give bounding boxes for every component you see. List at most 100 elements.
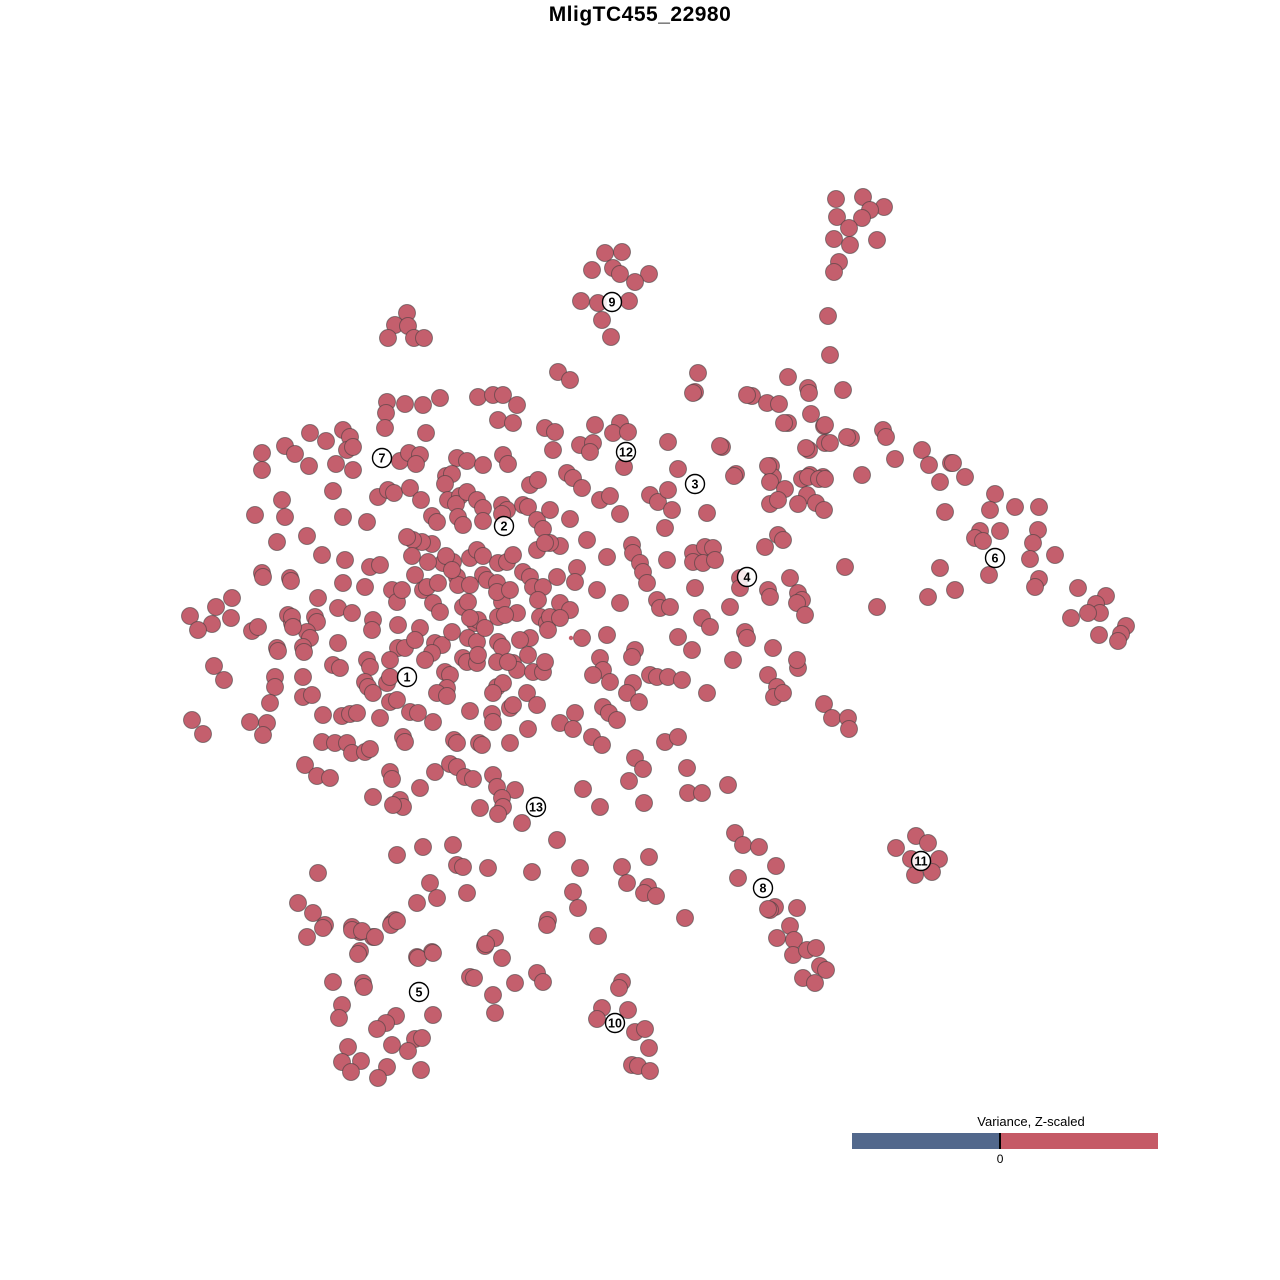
data-point [1062,609,1080,627]
cluster-label-text: 6 [992,552,999,566]
data-point [329,634,347,652]
data-point [956,468,974,486]
data-point [416,651,434,669]
data-point [222,609,240,627]
data-point [388,912,406,930]
data-point [406,631,424,649]
data-point-small [568,635,574,641]
data-point [501,734,519,752]
data-point [807,939,825,957]
data-point [980,566,998,584]
data-point [546,423,564,441]
data-point [768,929,786,947]
data-point [363,621,381,639]
data-point [336,551,354,569]
data-point [759,666,777,684]
data-point [817,961,835,979]
cluster-label-circle [601,291,623,313]
data-point [246,506,264,524]
data-point [504,696,522,714]
data-point [1069,579,1087,597]
data-point [421,874,439,892]
data-point [529,591,547,609]
data-point [779,368,797,386]
data-point [569,899,587,917]
data-point [756,538,774,556]
data-point [324,973,342,991]
data-point [183,711,201,729]
data-point [377,404,395,422]
data-point [913,441,931,459]
cluster-label-text: 9 [609,296,616,310]
data-point [630,693,648,711]
data-point [573,479,591,497]
cluster-label-text: 8 [760,882,767,896]
data-point [788,651,806,669]
data-point [459,593,477,611]
data-point [499,653,517,671]
data-point [286,445,304,463]
data-point [254,568,272,586]
data-point [506,974,524,992]
legend-negative-segment [852,1133,999,1149]
data-point [931,473,949,491]
data-point [611,505,629,523]
data-point [1046,546,1064,564]
data-point [598,626,616,644]
data-point [706,551,724,569]
data-point [623,648,641,666]
data-point [761,588,779,606]
data-point [536,653,554,671]
data-point [189,621,207,639]
data-point [215,671,233,689]
data-point [729,869,747,887]
data-point [676,909,694,927]
data-point [649,493,667,511]
data-point [1079,604,1097,622]
data-point [409,949,427,967]
data-point [401,479,419,497]
data-point [836,558,854,576]
data-point [268,533,286,551]
data-point [443,623,461,641]
data-point [489,411,507,429]
data-point [469,388,487,406]
data-point [815,501,833,519]
data-point [364,788,382,806]
data-point [324,482,342,500]
data-point [770,395,788,413]
data-point [593,311,611,329]
data-point [604,424,622,442]
data-point [640,848,658,866]
data-point [669,460,687,478]
data-point [759,457,777,475]
data-point [361,740,379,758]
data-point [266,678,284,696]
data-point [819,307,837,325]
data-point [544,441,562,459]
data-point [436,475,454,493]
cluster-label-text: 5 [416,986,423,1000]
data-point [701,618,719,636]
data-point [181,607,199,625]
data-point [944,454,962,472]
data-point [618,874,636,892]
data-point [396,733,414,751]
data-point [528,696,546,714]
data-point [840,219,858,237]
data-point [868,231,886,249]
data-point [602,328,620,346]
data-point [663,501,681,519]
data-point [775,414,793,432]
data-point [789,495,807,513]
data-point [388,846,406,864]
cluster-label-circle [604,1012,626,1034]
data-point [464,770,482,788]
data-point [636,1020,654,1038]
cluster-label-text: 13 [529,801,543,815]
data-point [661,598,679,616]
data-point [477,935,495,953]
data-point [298,527,316,545]
cluster-label-circle [684,473,706,495]
data-point [358,513,376,531]
